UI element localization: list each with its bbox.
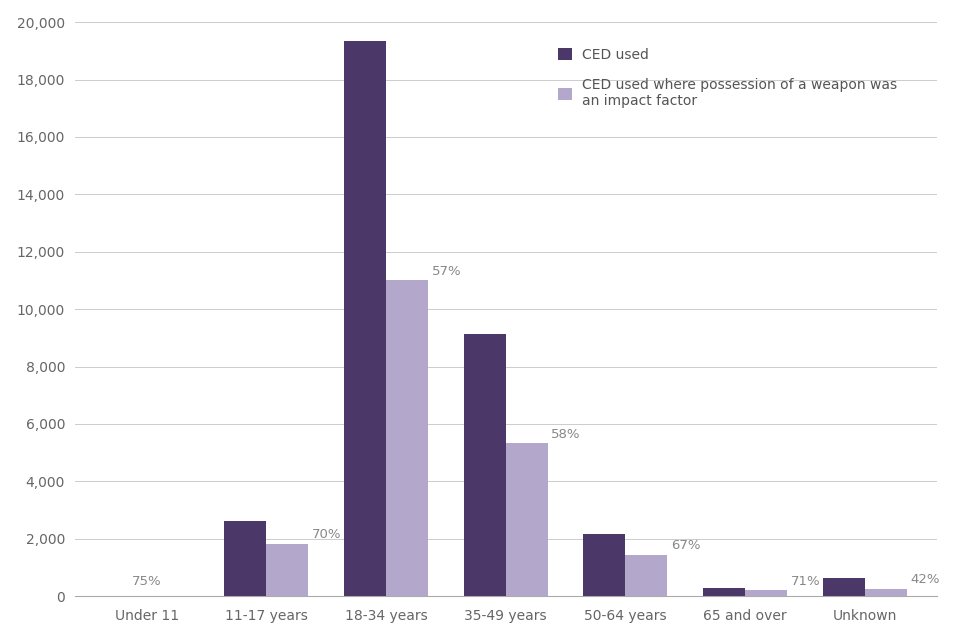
Legend: CED used, CED used where possession of a weapon was
an impact factor: CED used, CED used where possession of a… [551, 40, 903, 115]
Bar [464, 333, 506, 596]
Text: 42%: 42% [910, 573, 940, 586]
Text: 70%: 70% [312, 529, 341, 541]
Bar [506, 443, 547, 596]
Text: 67%: 67% [671, 540, 701, 552]
Text: 75%: 75% [132, 575, 161, 588]
Bar [823, 579, 865, 596]
Text: 58%: 58% [551, 428, 581, 441]
Bar [344, 41, 386, 596]
Bar [386, 280, 428, 596]
Bar [865, 589, 906, 596]
Bar [703, 588, 745, 596]
Text: 57%: 57% [431, 264, 461, 278]
Bar [225, 521, 266, 596]
Bar [584, 534, 625, 596]
Bar [266, 543, 308, 596]
Text: 71%: 71% [790, 575, 820, 588]
Bar [625, 554, 667, 596]
Bar [745, 590, 787, 596]
